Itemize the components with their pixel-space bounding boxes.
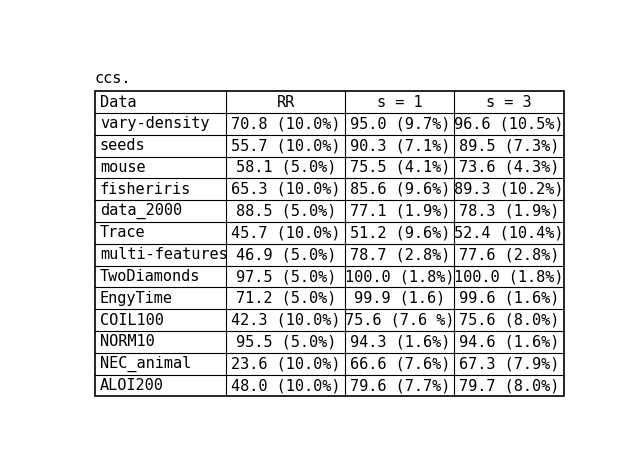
Text: 75.6 (7.6 %): 75.6 (7.6 %) <box>345 312 454 328</box>
Text: 94.3 (1.6%): 94.3 (1.6%) <box>349 335 450 349</box>
Text: 52.4 (10.4%): 52.4 (10.4%) <box>454 226 564 240</box>
Text: 55.7 (10.0%): 55.7 (10.0%) <box>231 138 340 153</box>
Bar <box>95 91 564 396</box>
Text: 67.3 (7.9%): 67.3 (7.9%) <box>459 356 559 371</box>
Text: 99.9 (1.6): 99.9 (1.6) <box>355 291 445 306</box>
Text: 79.6 (7.7%): 79.6 (7.7%) <box>349 378 450 393</box>
Text: mouse: mouse <box>100 160 145 175</box>
Text: RR: RR <box>276 94 295 110</box>
Text: 73.6 (4.3%): 73.6 (4.3%) <box>459 160 559 175</box>
Text: 65.3 (10.0%): 65.3 (10.0%) <box>231 182 340 197</box>
Text: COIL100: COIL100 <box>100 312 164 328</box>
Text: 89.5 (7.3%): 89.5 (7.3%) <box>459 138 559 153</box>
Text: 94.6 (1.6%): 94.6 (1.6%) <box>459 335 559 349</box>
Text: ALOI200: ALOI200 <box>100 378 164 393</box>
Text: 100.0 (1.8%): 100.0 (1.8%) <box>454 269 564 284</box>
Text: 90.3 (7.1%): 90.3 (7.1%) <box>349 138 450 153</box>
Text: s = 1: s = 1 <box>377 94 423 110</box>
Text: 85.6 (9.6%): 85.6 (9.6%) <box>349 182 450 197</box>
Text: 75.6 (8.0%): 75.6 (8.0%) <box>459 312 559 328</box>
Text: vary-density: vary-density <box>100 117 209 131</box>
Text: 95.5 (5.0%): 95.5 (5.0%) <box>236 335 336 349</box>
Text: 77.6 (2.8%): 77.6 (2.8%) <box>459 247 559 262</box>
Text: 48.0 (10.0%): 48.0 (10.0%) <box>231 378 340 393</box>
Text: EngyTime: EngyTime <box>100 291 173 306</box>
Text: ccs.: ccs. <box>95 71 131 86</box>
Text: NEC_animal: NEC_animal <box>100 355 191 372</box>
Text: 70.8 (10.0%): 70.8 (10.0%) <box>231 117 340 131</box>
Text: 42.3 (10.0%): 42.3 (10.0%) <box>231 312 340 328</box>
Text: TwoDiamonds: TwoDiamonds <box>100 269 200 284</box>
Text: 75.5 (4.1%): 75.5 (4.1%) <box>349 160 450 175</box>
Text: 77.1 (1.9%): 77.1 (1.9%) <box>349 203 450 219</box>
Text: data_2000: data_2000 <box>100 203 182 219</box>
Text: 66.6 (7.6%): 66.6 (7.6%) <box>349 356 450 371</box>
Text: 78.7 (2.8%): 78.7 (2.8%) <box>349 247 450 262</box>
Text: NORM10: NORM10 <box>100 335 155 349</box>
Text: 100.0 (1.8%): 100.0 (1.8%) <box>345 269 454 284</box>
Text: fisheriris: fisheriris <box>100 182 191 197</box>
Text: Trace: Trace <box>100 226 145 240</box>
Text: 96.6 (10.5%): 96.6 (10.5%) <box>454 117 564 131</box>
Text: 51.2 (9.6%): 51.2 (9.6%) <box>349 226 450 240</box>
Text: 95.0 (9.7%): 95.0 (9.7%) <box>349 117 450 131</box>
Text: 45.7 (10.0%): 45.7 (10.0%) <box>231 226 340 240</box>
Text: 99.6 (1.6%): 99.6 (1.6%) <box>459 291 559 306</box>
Text: 79.7 (8.0%): 79.7 (8.0%) <box>459 378 559 393</box>
Text: 58.1 (5.0%): 58.1 (5.0%) <box>236 160 336 175</box>
Text: 46.9 (5.0%): 46.9 (5.0%) <box>236 247 336 262</box>
Text: multi-features: multi-features <box>100 247 228 262</box>
Text: 88.5 (5.0%): 88.5 (5.0%) <box>236 203 336 219</box>
Text: 71.2 (5.0%): 71.2 (5.0%) <box>236 291 336 306</box>
Text: 97.5 (5.0%): 97.5 (5.0%) <box>236 269 336 284</box>
Text: Data: Data <box>100 94 136 110</box>
Text: 78.3 (1.9%): 78.3 (1.9%) <box>459 203 559 219</box>
Text: seeds: seeds <box>100 138 145 153</box>
Text: 89.3 (10.2%): 89.3 (10.2%) <box>454 182 564 197</box>
Text: 23.6 (10.0%): 23.6 (10.0%) <box>231 356 340 371</box>
Text: s = 3: s = 3 <box>486 94 532 110</box>
